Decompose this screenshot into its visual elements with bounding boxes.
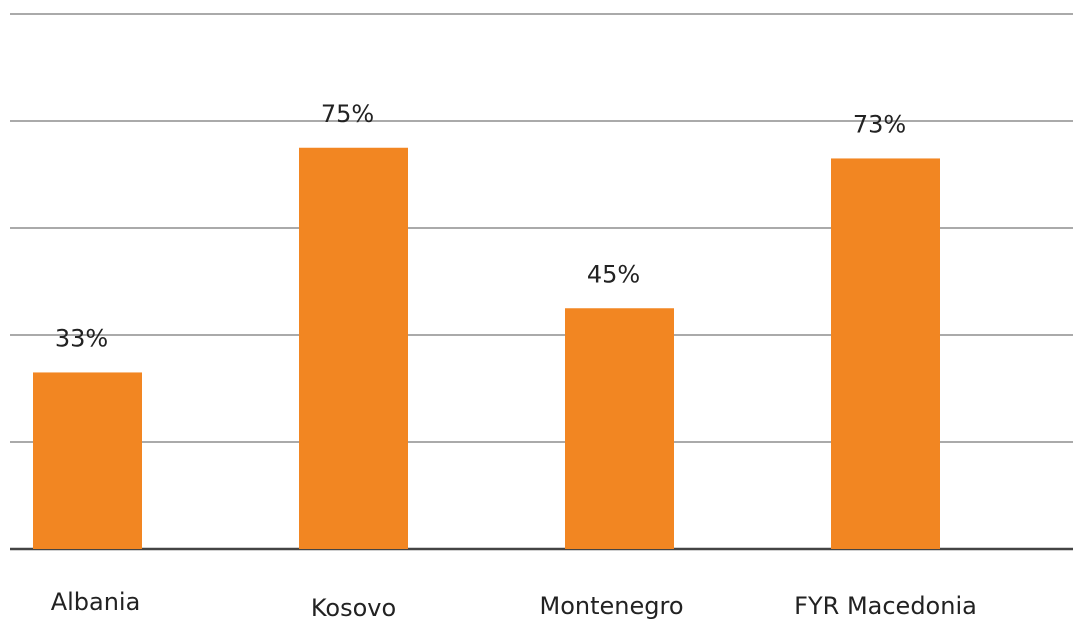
bar [33,372,142,549]
value-label: 75% [321,100,374,128]
value-label: 73% [853,110,906,138]
x-tick-label: Kosovo [311,594,396,622]
x-tick-label: Albania [51,588,141,616]
x-tick-label: FYR Macedonia [794,592,977,620]
value-label: 45% [587,260,640,288]
bar [565,308,674,549]
bar [831,158,940,549]
x-tick-label: Montenegro [539,592,683,620]
value-label: 33% [55,324,108,352]
bar [299,147,408,549]
